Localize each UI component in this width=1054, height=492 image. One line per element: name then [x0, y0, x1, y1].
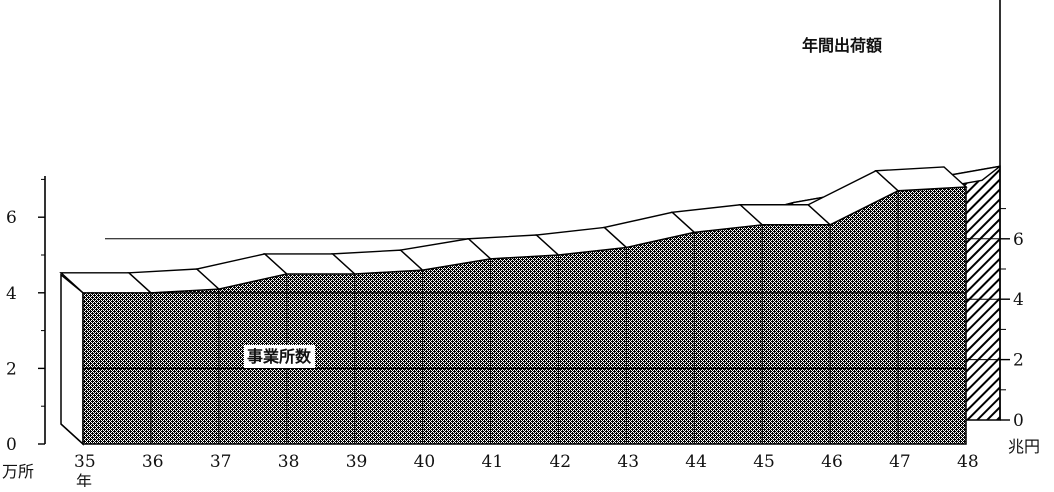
x-tick-label: 35: [74, 452, 96, 472]
x-tick-label: 43: [617, 452, 639, 472]
y-right-tick-label: 4: [1013, 290, 1024, 310]
y-left-tick-label: 0: [6, 435, 17, 455]
series-label-back: 年間出荷額: [802, 36, 882, 55]
x-tick-label: 36: [142, 452, 164, 472]
x-tick-label: 37: [210, 452, 232, 472]
front-base-edge: [60, 423, 84, 445]
series-label-front-box: [244, 345, 316, 368]
front-series-area: [82, 186, 967, 445]
x-unit: 年: [76, 472, 92, 487]
x-tick-label: 39: [346, 452, 368, 472]
x-tick-label: 44: [685, 452, 707, 472]
x-tick-label: 47: [889, 452, 911, 472]
front-side-face: [60, 273, 84, 446]
front-series-point: [874, 166, 968, 192]
x-tick-label: 46: [821, 452, 843, 472]
y-left-tick-label: 6: [6, 208, 17, 228]
x-tick-label: 38: [278, 452, 300, 472]
y-left-unit: 万所: [2, 462, 34, 481]
series-label-back-box: [799, 34, 886, 57]
series-label-front: 事業所数: [247, 347, 312, 366]
y-right-tick-label: 0: [1013, 411, 1024, 431]
x-tick-label: 41: [482, 452, 504, 472]
y-right-unit: 兆円: [1008, 437, 1040, 456]
x-tick-label: 48: [957, 452, 979, 472]
y-right-tick-label: 6: [1013, 230, 1024, 250]
x-tick-label: 42: [549, 452, 571, 472]
front-series-layer: [59, 166, 968, 446]
y-left-tick-label: 4: [6, 284, 17, 304]
x-tick-label: 40: [414, 452, 436, 472]
x-tick-label: 45: [753, 452, 775, 472]
y-left-tick-label: 2: [6, 359, 17, 379]
y-right-tick-label: 2: [1013, 351, 1024, 371]
